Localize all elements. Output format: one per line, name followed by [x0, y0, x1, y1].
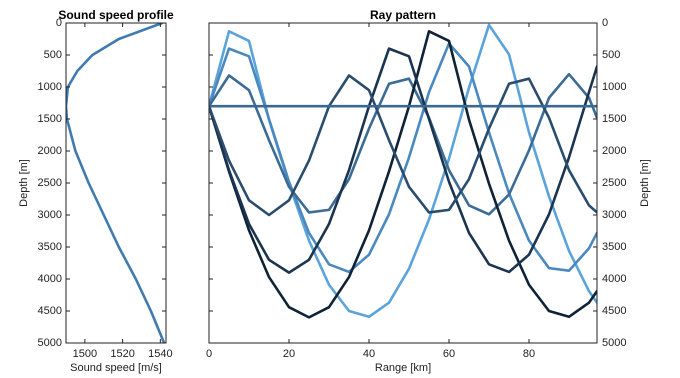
x-tick-label: 1520 [110, 348, 134, 360]
y-axis-label: Depth [m] [18, 159, 30, 207]
plot-area [66, 23, 166, 343]
y-tick-label: 500 [44, 49, 62, 61]
y-tick-label: 4500 [602, 305, 626, 317]
y-tick-label: 5000 [602, 337, 626, 349]
series-line [209, 74, 597, 217]
x-tick-label: 40 [363, 348, 375, 360]
y-tick-label: 0 [602, 17, 608, 29]
series-line [209, 47, 597, 274]
x-tick-label: 60 [443, 348, 455, 360]
y-tick-label: 0 [56, 17, 62, 29]
y-tick-label: 1500 [602, 113, 626, 125]
x-axis-label: Sound speed [m/s] [70, 362, 162, 374]
y-tick-label: 1000 [602, 81, 626, 93]
y-tick-label: 3000 [602, 209, 626, 221]
x-tick-label: 1500 [73, 348, 97, 360]
x-tick-label: 0 [206, 348, 212, 360]
x-tick-label: 80 [523, 348, 535, 360]
y-tick-label: 4500 [38, 305, 62, 317]
y-tick-label: 5000 [38, 337, 62, 349]
y-tick-label: 2000 [602, 145, 626, 157]
y-tick-label: 3500 [602, 241, 626, 253]
x-tick-label: 1540 [148, 348, 172, 360]
panel: 0 20 40 60 80 0 500 1000 1500 2000 2500 3000 3500 400… [206, 8, 651, 374]
plot-area [209, 23, 597, 319]
y-tick-label: 4000 [38, 273, 62, 285]
series-line [66, 23, 166, 343]
x-axis-label: Range [km] [375, 362, 431, 374]
series-line [209, 42, 597, 274]
panel: 1500 1520 1540 0 500 1000 1500 2000 2500 3000 3500… [18, 8, 174, 374]
y-tick-label: 1000 [38, 81, 62, 93]
y-tick-label: 2000 [38, 145, 62, 157]
x-tick-label: 20 [283, 348, 295, 360]
axes-box [208, 22, 598, 344]
chart-title: Sound speed profile [58, 8, 174, 22]
y-tick-label: 3500 [38, 241, 62, 253]
y-tick-label: 2500 [602, 177, 626, 189]
y-axis-label: Depth [m] [639, 159, 651, 207]
chart-title: Ray pattern [370, 8, 436, 22]
axes-box [65, 22, 167, 344]
y-tick-label: 1500 [38, 113, 62, 125]
series-line [209, 72, 597, 216]
y-tick-label: 500 [602, 49, 620, 61]
y-tick-label: 3000 [38, 209, 62, 221]
y-tick-label: 2500 [38, 177, 62, 189]
y-tick-label: 4000 [602, 273, 626, 285]
